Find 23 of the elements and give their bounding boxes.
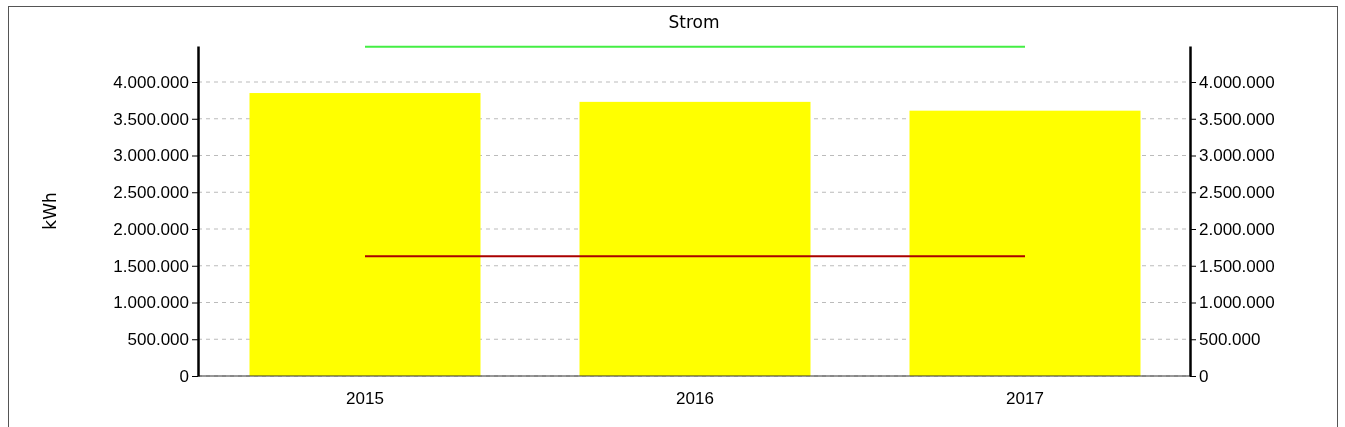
y-tick-label: 2.000.000 (113, 219, 189, 239)
y-tick-label: 1.000.000 (113, 293, 189, 313)
y2-tick-label: 2.000.000 (1199, 219, 1275, 239)
x-tick-label: 2016 (676, 389, 714, 409)
y-tick-label: 500.000 (127, 330, 189, 350)
y2-tick-label: 4.000.000 (1199, 72, 1275, 92)
y2-tick-label: 2.500.000 (1199, 183, 1275, 203)
y-tick-label: 2.500.000 (113, 183, 189, 203)
x-tick-label: 2015 (346, 389, 384, 409)
y-tick-label: 3.000.000 (113, 146, 189, 166)
y2-tick-label: 500.000 (1199, 330, 1261, 350)
y2-tick-label: 1.500.000 (1199, 256, 1275, 276)
x-tick-label: 2017 (1006, 389, 1044, 409)
y-tick-label: 3.500.000 (113, 109, 189, 129)
y2-tick-label: 1.000.000 (1199, 293, 1275, 313)
y-tick-label: 4.000.000 (113, 72, 189, 92)
y2-tick-label: 3.000.000 (1199, 146, 1275, 166)
y-tick-label: 0 (179, 366, 189, 386)
y-axis-title: kWh (40, 192, 60, 230)
y2-tick-label: 0 (1199, 366, 1209, 386)
y-tick-label: 1.500.000 (113, 256, 189, 276)
y2-tick-label: 3.500.000 (1199, 109, 1275, 129)
chart-title: Strom (668, 12, 720, 32)
